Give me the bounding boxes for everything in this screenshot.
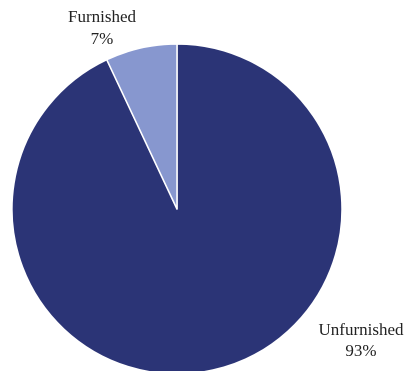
label-unfurnished-name: Unfurnished <box>319 320 404 339</box>
label-furnished-name: Furnished <box>68 7 137 26</box>
pie-slice-furnished <box>106 43 178 210</box>
pie-labels: Unfurnished 93% Furnished 7% <box>68 7 404 360</box>
pie-slices <box>11 43 343 371</box>
pie-slice-unfurnished <box>11 43 343 371</box>
label-furnished-value: 7% <box>91 29 114 48</box>
label-unfurnished-value: 93% <box>345 341 376 360</box>
